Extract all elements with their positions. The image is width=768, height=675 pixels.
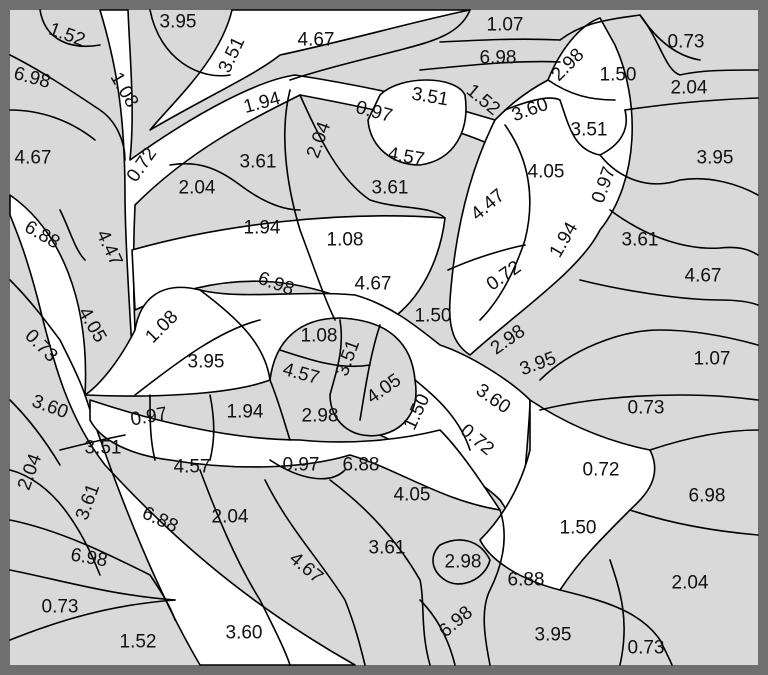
region-number[interactable]: 1.08 [327,230,364,251]
region-number[interactable]: 3.61 [240,152,277,173]
region-number[interactable]: 1.07 [694,349,731,370]
region-number[interactable]: 6.98 [689,486,726,507]
region-number[interactable]: 3.51 [85,438,122,459]
region-number[interactable]: 3.61 [372,178,409,199]
middle-horizontal-band[interactable] [131,215,446,321]
top-center-band[interactable] [149,9,471,131]
region-number[interactable]: 2.04 [212,507,249,528]
region-number[interactable]: 4.67 [355,274,392,295]
region-number[interactable]: 4.67 [685,266,722,287]
right-curved-band[interactable] [448,17,633,356]
region-number[interactable]: 1.50 [560,518,597,539]
small-loop-band[interactable] [367,79,467,166]
region-number[interactable]: 3.61 [622,230,659,251]
region-number[interactable]: 0.73 [42,597,79,618]
left-diagonal-band[interactable] [9,194,356,666]
region-number[interactable]: 1.50 [415,306,452,327]
region-number[interactable]: 1.94 [227,402,264,423]
region-number[interactable]: 1.50 [600,65,637,86]
region-number[interactable]: 2.98 [302,406,339,427]
lower-right-band[interactable] [479,399,656,591]
region-number[interactable]: 3.60 [226,623,263,644]
region-number[interactable]: 3.95 [160,12,197,33]
region-number[interactable]: 1.07 [487,15,524,36]
region-number[interactable]: 3.95 [697,148,734,169]
region-number[interactable]: 2.04 [672,573,709,594]
region-number[interactable]: 3.95 [188,352,225,373]
region-number[interactable]: 1.08 [301,326,338,347]
region-outlines [9,9,759,666]
region-number[interactable]: 3.61 [369,538,406,559]
region-number[interactable]: 1.94 [244,218,281,239]
region-number[interactable]: 2.04 [671,78,708,99]
region-number[interactable]: 3.95 [535,625,572,646]
region-number[interactable]: 0.97 [283,455,320,476]
region-number[interactable]: 0.73 [628,398,665,419]
white-bands [9,9,656,666]
region-number[interactable]: 6.98 [480,48,517,69]
region-number[interactable]: 0.73 [668,32,705,53]
region-number[interactable]: 4.67 [298,30,335,51]
region-number[interactable]: 3.51 [571,120,608,141]
region-number[interactable]: 4.67 [15,148,52,169]
region-number[interactable]: 6.88 [343,455,380,476]
region-number[interactable]: 2.98 [445,552,482,573]
region-number[interactable]: 2.04 [179,178,216,199]
region-number[interactable]: 1.52 [120,632,157,653]
region-number[interactable]: 4.05 [394,485,431,506]
region-number[interactable]: 4.57 [174,457,211,478]
region-number[interactable]: 0.72 [583,460,620,481]
region-number[interactable]: 4.05 [528,162,565,183]
region-numbers: 1.52 3.95 3.51 4.67 1.07 6.98 2.98 0.73 6.98 1.08… [11,12,733,659]
region-number[interactable]: 0.73 [628,638,665,659]
region-number[interactable]: 6.88 [508,570,545,591]
